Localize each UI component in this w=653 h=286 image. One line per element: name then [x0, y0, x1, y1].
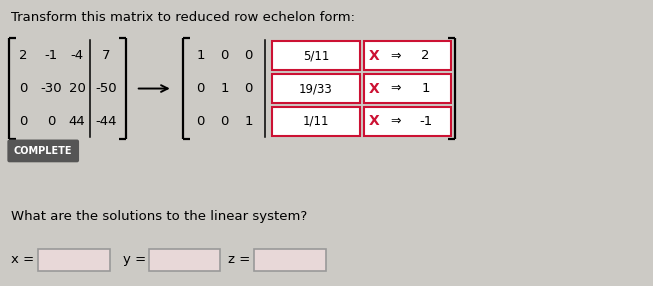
FancyBboxPatch shape: [39, 249, 110, 271]
FancyBboxPatch shape: [364, 41, 451, 70]
Text: COMPLETE: COMPLETE: [14, 146, 72, 156]
Text: z =: z =: [229, 253, 251, 266]
FancyBboxPatch shape: [254, 249, 326, 271]
Text: X: X: [368, 114, 379, 128]
Text: What are the solutions to the linear system?: What are the solutions to the linear sys…: [11, 210, 308, 223]
Text: 20: 20: [69, 82, 86, 95]
Text: 1/11: 1/11: [303, 115, 329, 128]
Text: 44: 44: [69, 115, 86, 128]
Text: ⇒: ⇒: [390, 115, 401, 128]
Text: 0: 0: [47, 115, 56, 128]
Text: 0: 0: [220, 49, 229, 62]
FancyBboxPatch shape: [272, 41, 360, 70]
Text: 2: 2: [19, 49, 27, 62]
FancyBboxPatch shape: [364, 107, 451, 136]
Text: 0: 0: [244, 82, 253, 95]
Text: -30: -30: [40, 82, 62, 95]
Text: 1: 1: [220, 82, 229, 95]
Text: -44: -44: [95, 115, 117, 128]
Text: 0: 0: [197, 115, 205, 128]
Text: -4: -4: [71, 49, 84, 62]
Text: ⇒: ⇒: [390, 82, 401, 95]
Text: 1: 1: [197, 49, 205, 62]
Text: -1: -1: [419, 115, 432, 128]
Text: 0: 0: [220, 115, 229, 128]
Text: 7: 7: [102, 49, 110, 62]
Text: y =: y =: [123, 253, 146, 266]
Text: 2: 2: [421, 49, 430, 62]
Text: -50: -50: [95, 82, 117, 95]
Text: 19/33: 19/33: [299, 82, 333, 95]
Text: 0: 0: [197, 82, 205, 95]
Text: 0: 0: [244, 49, 253, 62]
FancyBboxPatch shape: [149, 249, 221, 271]
Text: X: X: [368, 82, 379, 96]
Text: 0: 0: [19, 115, 27, 128]
FancyBboxPatch shape: [7, 140, 79, 162]
Text: Transform this matrix to reduced row echelon form:: Transform this matrix to reduced row ech…: [11, 11, 355, 24]
FancyBboxPatch shape: [364, 74, 451, 103]
Text: 5/11: 5/11: [303, 49, 329, 62]
Text: 1: 1: [421, 82, 430, 95]
FancyBboxPatch shape: [272, 107, 360, 136]
Text: x =: x =: [11, 253, 35, 266]
Text: -1: -1: [44, 49, 58, 62]
Text: ⇒: ⇒: [390, 49, 401, 62]
Text: 0: 0: [19, 82, 27, 95]
Text: 1: 1: [244, 115, 253, 128]
FancyBboxPatch shape: [272, 74, 360, 103]
Text: X: X: [368, 49, 379, 63]
